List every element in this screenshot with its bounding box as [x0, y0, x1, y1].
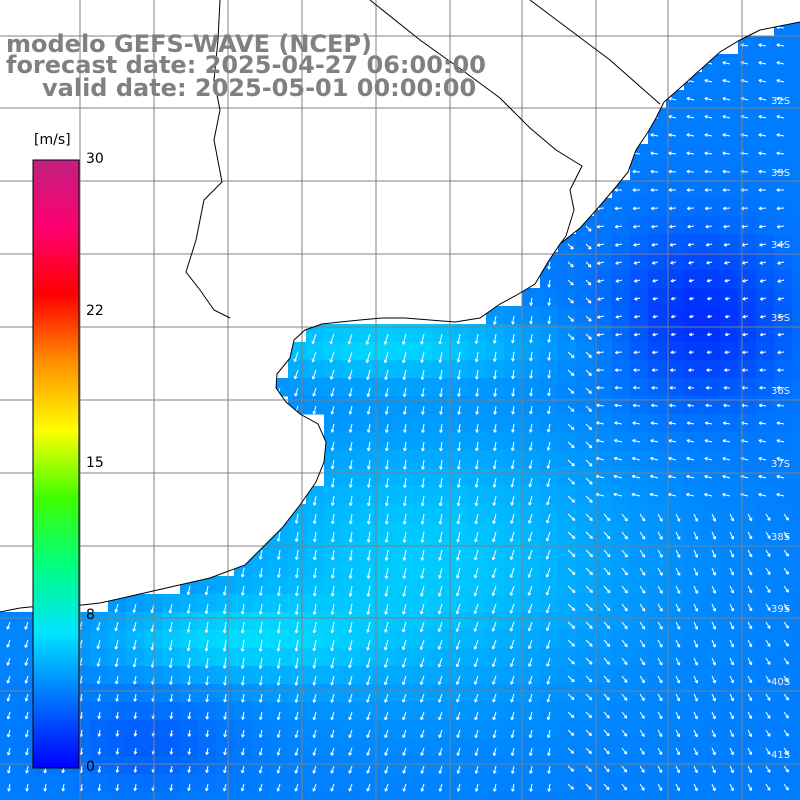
colorbar-tick-8: 8 — [86, 607, 95, 623]
lat-label-38s: 38S — [771, 532, 791, 543]
valid-date: valid date: 2025-05-01 00:00:00 — [42, 74, 477, 102]
colorbar-tick-30: 30 — [86, 151, 104, 167]
lat-label-37s: 37S — [771, 459, 791, 470]
colorbar — [32, 159, 80, 769]
colorbar-tick-15: 15 — [86, 455, 104, 471]
lat-label-36s: 36S — [771, 386, 791, 397]
coastline — [0, 0, 800, 613]
lat-label-35s: 35S — [771, 313, 791, 324]
colorbar-tick-22: 22 — [86, 303, 104, 319]
lat-label-40s: 40S — [771, 677, 791, 688]
land-mask — [0, 0, 800, 612]
lat-label-34s: 34S — [771, 240, 791, 251]
colorbar-tick-0: 0 — [86, 759, 95, 775]
wind-arrows — [6, 25, 789, 792]
lat-label-39s: 39S — [771, 604, 791, 615]
lat-label-32s: 32S — [771, 96, 791, 107]
forecast-date: forecast date: 2025-04-27 06:00:00 — [6, 51, 486, 79]
colorbar-unit: [m/s] — [34, 132, 71, 148]
model-title: modelo GEFS-WAVE (NCEP) — [6, 30, 372, 58]
lat-label-33s: 33S — [771, 168, 791, 179]
lat-label-41s: 41S — [771, 750, 791, 761]
